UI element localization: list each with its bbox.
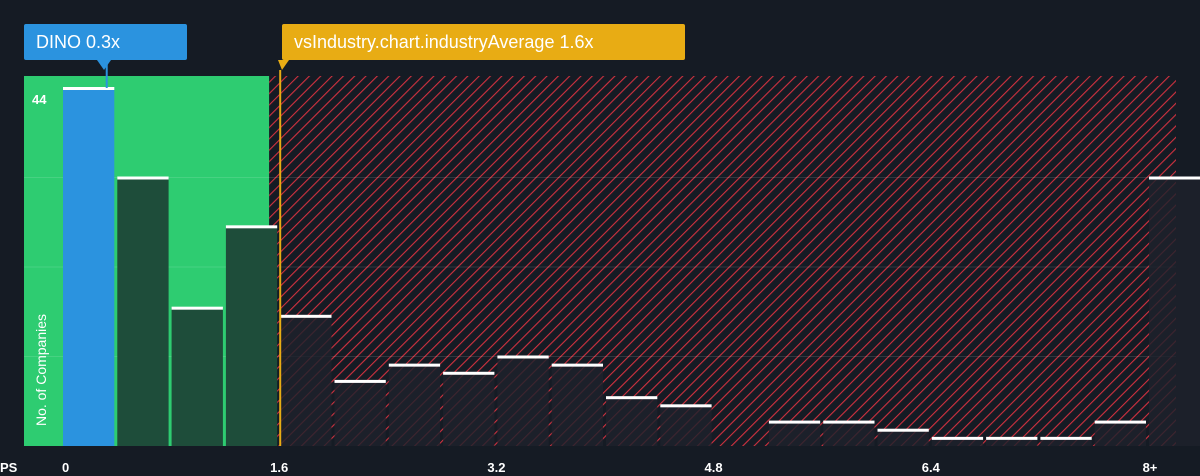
histogram-bar-cap-6 [388,363,441,367]
histogram-bar-cap-13 [768,420,821,424]
histogram-bar-14 [823,421,875,446]
histogram-bar-6 [388,364,441,446]
histogram-bar-cap-18 [1040,436,1092,440]
x-tick-label-3: 4.8 [705,460,723,475]
histogram-bar-5 [334,380,386,446]
histogram-bar-cap-0 [63,87,115,90]
histogram-bar-8 [497,356,549,446]
histogram-bar-18 [1040,437,1092,446]
histogram-bar-cap-1 [117,176,169,180]
histogram-bar-17 [986,437,1038,446]
histogram-bar-3 [225,226,278,446]
histogram-bar-cap-7 [443,371,495,375]
x-tick-label-5: 8+ [1143,460,1158,475]
x-tick-label-4: 6.4 [922,460,941,475]
y-tick-label-0: 44 [32,92,47,107]
histogram-bar-19 [1094,421,1146,446]
histogram-bar-cap-14 [823,420,875,424]
histogram-bar-9 [551,364,603,446]
histogram-bar-cap-16 [931,436,984,440]
histogram-bar-11 [660,405,712,446]
histogram-bar-cap-9 [551,363,603,367]
histogram-bar-cap-15 [877,428,929,432]
histogram-bar-cap-3 [225,225,278,229]
histogram-bar-1 [117,177,169,446]
histogram-bar-cap-5 [334,379,386,383]
histogram-bar-cap-19 [1094,420,1146,424]
histogram-bar-0 [63,88,115,446]
histogram-bar-cap-8 [497,355,549,359]
x-axis-label: PS [0,460,18,475]
histogram-bar-20 [1149,177,1200,446]
company-ps-callout: DINO 0.3x [24,24,187,60]
y-axis-label: No. of Companies [33,314,49,426]
histogram-bar-cap-20 [1149,176,1200,180]
histogram-bar-13 [768,421,821,446]
histogram-bar-16 [931,437,984,446]
x-tick-label-0: 0 [62,460,69,475]
histogram-bar-cap-17 [986,436,1038,440]
histogram-bar-4 [280,315,332,446]
histogram-bar-cap-2 [171,306,223,310]
histogram-bar-15 [877,429,929,446]
histogram-bar-cap-10 [606,396,658,400]
x-tick-label-2: 3.2 [487,460,505,475]
company-callout-pointer [97,60,111,70]
x-tick-label-1: 1.6 [270,460,288,475]
histogram-bar-7 [443,372,495,446]
histogram-bar-10 [606,397,658,446]
histogram-bar-cap-4 [280,314,332,318]
histogram-bar-2 [171,307,223,446]
industry-average-callout: vsIndustry.chart.industryAverage 1.6x [282,24,685,60]
industry-callout-pointer [278,60,289,70]
histogram-bar-cap-11 [660,404,712,408]
